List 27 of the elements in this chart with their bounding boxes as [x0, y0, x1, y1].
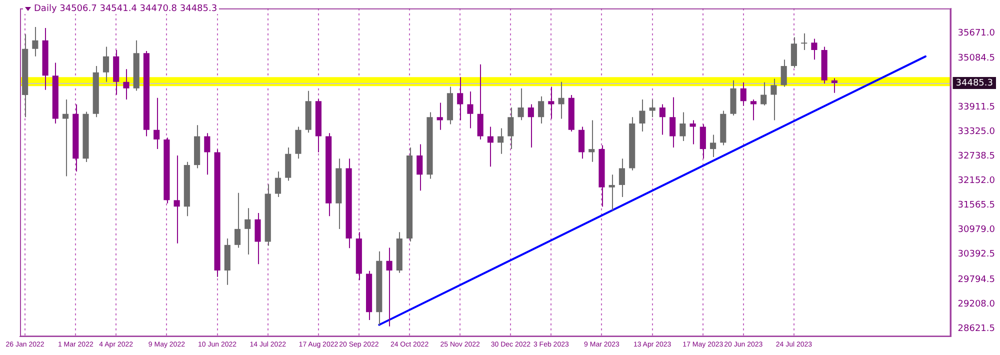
y-tick-label: 29208.0: [958, 299, 996, 310]
candlestick: [82, 111, 89, 162]
candlestick: [770, 78, 777, 121]
y-tick-label: 33911.5: [958, 102, 995, 112]
y-tick-label: 30392.5: [958, 250, 995, 260]
y-tick-label: 35084.5: [958, 53, 995, 64]
candlestick: [254, 212, 261, 265]
candlestick: [598, 144, 605, 208]
y-tick-label: 35671.0: [958, 28, 996, 39]
candlestick: [436, 102, 443, 130]
y-tick-label: 30979.0: [958, 225, 996, 236]
y-tick-label: 28621.5: [958, 324, 995, 334]
y-tick-label: 32738.5: [958, 151, 995, 162]
candlestick: [750, 99, 757, 121]
ref-line-label: 34485.3: [956, 78, 993, 88]
candlestick: [386, 247, 392, 327]
candlestick: [426, 112, 433, 180]
y-tick-label: 33325.0: [958, 126, 996, 137]
candlestick: [295, 126, 302, 160]
y-tick-label: 31565.5: [958, 200, 995, 211]
candlestick: [730, 80, 736, 116]
y-tick-label: 29794.5: [958, 274, 995, 285]
candlestick: [123, 68, 130, 100]
chart-title: Daily 34506.7 34541.4 34470.8 34485.3: [34, 4, 218, 14]
candlestick: [558, 81, 564, 120]
candlestick: [548, 86, 554, 120]
y-tick-label: 32152.0: [958, 176, 996, 186]
